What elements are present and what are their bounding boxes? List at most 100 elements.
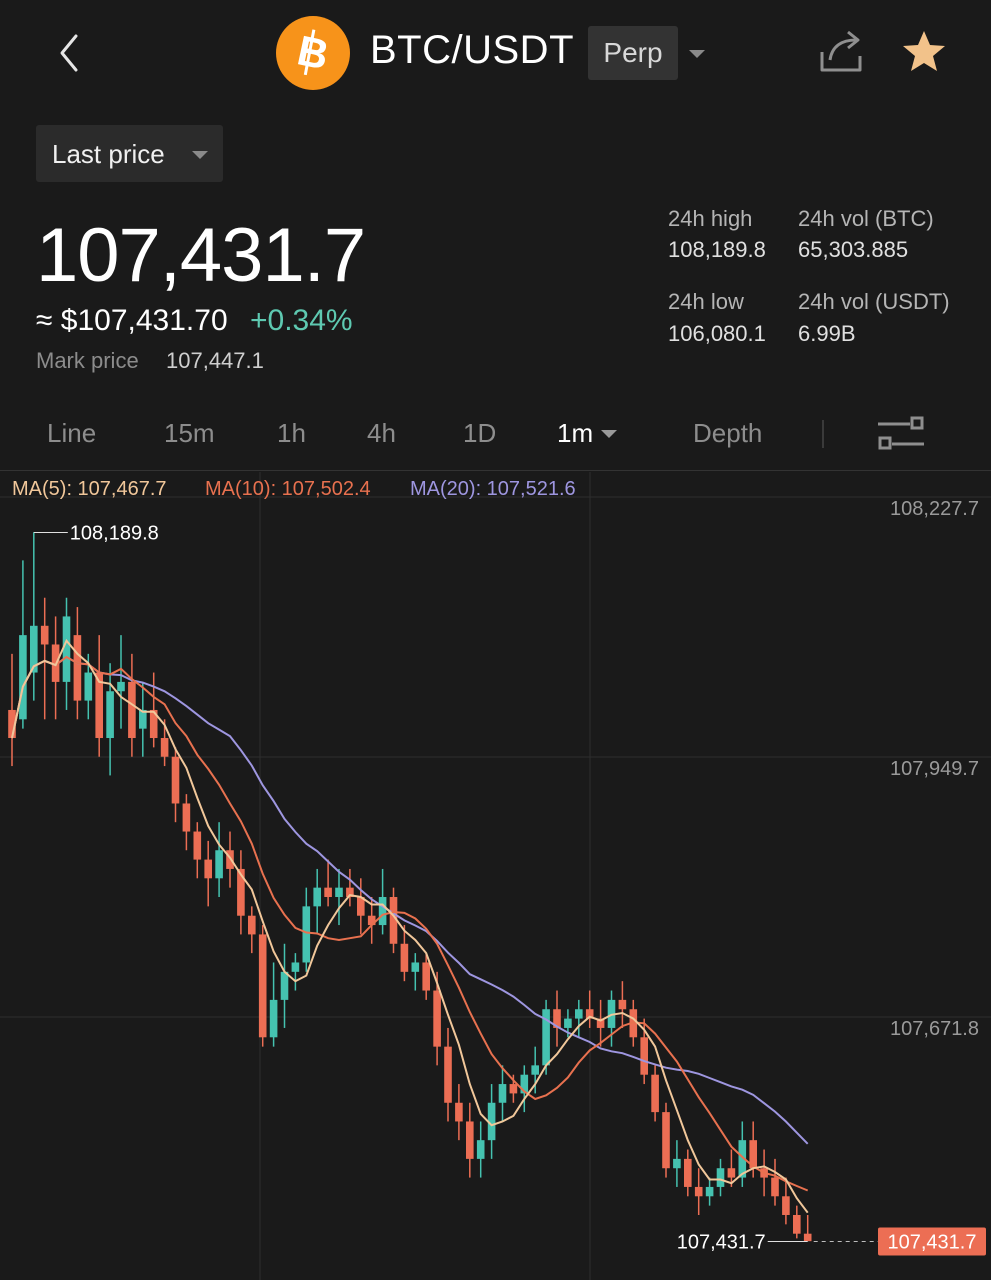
tab-15m[interactable]: 15m — [164, 418, 215, 448]
candle-body — [73, 635, 82, 701]
candle-body — [575, 1009, 583, 1019]
candle-body — [215, 850, 223, 879]
share-icon[interactable] — [816, 26, 866, 76]
candle-body — [149, 709, 158, 739]
candle-body — [204, 859, 212, 879]
candle-body — [248, 915, 256, 935]
candle-body — [95, 672, 103, 739]
candle-body — [694, 1186, 703, 1197]
candle-body — [84, 672, 93, 701]
candle-body — [673, 1158, 681, 1169]
candle-body — [62, 616, 71, 682]
ma20-line — [11, 655, 809, 1145]
tab-1m[interactable]: 1m — [557, 418, 594, 448]
contract-type-badge[interactable]: Perp — [588, 26, 678, 80]
candle-body — [771, 1177, 779, 1197]
candle-body — [313, 887, 321, 907]
candle-body — [182, 803, 191, 832]
ma10-line — [11, 655, 809, 1192]
tab-line[interactable]: Line — [47, 418, 97, 448]
candle-body — [553, 1009, 561, 1028]
tab-4h[interactable]: 4h — [367, 418, 396, 448]
candle-body — [782, 1196, 790, 1215]
candle-body — [19, 635, 27, 720]
high-value: 108,189.8 — [668, 237, 766, 262]
candle-body — [106, 691, 114, 739]
y-tick-label: 107,671.8 — [890, 1018, 979, 1040]
chart-settings-icon[interactable] — [876, 414, 926, 454]
candle-body — [357, 897, 365, 916]
chevron-down-icon[interactable] — [689, 50, 705, 58]
candle-body — [738, 1140, 747, 1178]
candle-body — [237, 868, 245, 916]
usd-price: ≈ $107,431.70 — [36, 304, 228, 337]
candle-body — [716, 1168, 725, 1187]
back-icon[interactable] — [52, 30, 88, 76]
candle-body — [803, 1233, 812, 1242]
candle-body — [324, 887, 332, 898]
y-tick-label: 107,949.7 — [890, 758, 979, 780]
candle-body — [139, 709, 147, 729]
ma20-legend: MA(20): 107,521.6 — [410, 478, 576, 500]
candle-body — [466, 1121, 474, 1159]
star-icon[interactable] — [900, 28, 948, 76]
chevron-down-icon — [192, 151, 208, 159]
price-type-dropdown[interactable]: Last price — [36, 125, 223, 182]
current-price-tag — [878, 1227, 986, 1256]
price-change: +0.34% — [250, 304, 353, 337]
candle-body — [302, 906, 311, 963]
candle-body — [727, 1168, 736, 1178]
pair-title[interactable]: BTC/USDT — [370, 28, 574, 72]
tab-1d[interactable]: 1D — [463, 418, 497, 448]
candle-body — [8, 709, 16, 739]
candle-body — [564, 1018, 572, 1028]
candle-body — [640, 1037, 648, 1075]
candle-body — [422, 962, 430, 991]
last-price: 107,431.7 — [36, 213, 366, 298]
candle-body — [171, 756, 180, 804]
low-marker-label: 107,431.7 — [677, 1231, 766, 1253]
candle-body — [749, 1140, 757, 1169]
candle-body — [193, 831, 202, 860]
low-label: 24h low — [668, 289, 744, 314]
candle-body — [400, 943, 409, 972]
ma5-line — [11, 638, 809, 1214]
mark-price-label: Mark price — [36, 348, 139, 373]
tab-depth[interactable]: Depth — [693, 418, 763, 448]
candle-body — [444, 1046, 452, 1103]
bitcoin-icon: B — [276, 16, 350, 90]
divider — [822, 420, 824, 448]
vol-usdt-label: 24h vol (USDT) — [798, 289, 950, 314]
candle-body — [389, 897, 398, 944]
candle-body — [585, 1009, 594, 1019]
candle-body — [487, 1102, 496, 1141]
divider — [0, 470, 991, 471]
candle-body — [596, 1018, 605, 1028]
candle-body — [411, 962, 420, 972]
tab-1h[interactable]: 1h — [277, 418, 306, 448]
candle-body — [160, 738, 169, 757]
candle-body — [258, 934, 267, 1038]
chevron-down-icon[interactable] — [601, 430, 617, 438]
candle-body — [662, 1112, 670, 1169]
candle-body — [128, 681, 136, 739]
candle-body — [346, 887, 354, 898]
candle-body — [509, 1084, 518, 1094]
candle-body — [226, 850, 234, 869]
high-marker-label: 108,189.8 — [70, 522, 159, 544]
candle-body — [520, 1074, 529, 1094]
vol-btc-value: 65,303.885 — [798, 237, 909, 262]
y-tick-label: 108,227.7 — [890, 498, 979, 520]
ma5-legend: MA(5): 107,467.7 — [12, 478, 167, 500]
candle-body — [291, 962, 300, 972]
mark-price-value: 107,447.1 — [166, 348, 264, 373]
low-value: 106,080.1 — [668, 321, 766, 346]
candle-body — [618, 999, 627, 1010]
candle-body — [455, 1102, 463, 1122]
candle-body — [542, 1009, 550, 1066]
candle-body — [476, 1140, 485, 1159]
vol-btc-label: 24h vol (BTC) — [798, 206, 934, 231]
ma10-legend: MA(10): 107,502.4 — [205, 478, 371, 500]
candle-body — [280, 971, 289, 1000]
candlestick-chart[interactable]: 108,227.7 107,949.7 107,671.8 108,189.8 107,… — [0, 472, 991, 1280]
